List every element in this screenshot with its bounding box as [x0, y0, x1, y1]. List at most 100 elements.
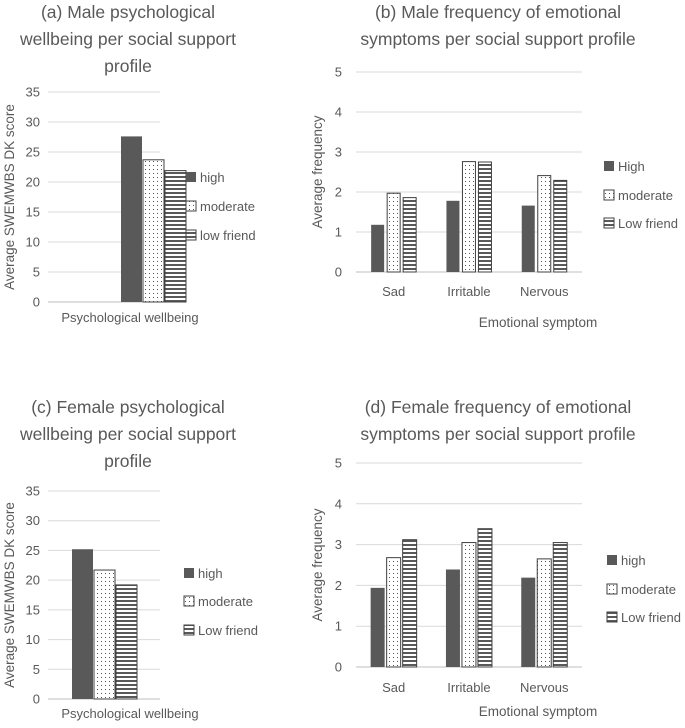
chart-title-line: profile: [104, 451, 152, 471]
y-tick-label: 10: [26, 632, 40, 647]
legend-label: Low friend: [198, 623, 258, 638]
y-tick-label: 0: [335, 660, 342, 675]
bar-moderate: [536, 558, 552, 668]
legend-swatch: [185, 200, 197, 212]
y-tick-label: 5: [33, 265, 40, 280]
y-tick-label: 20: [26, 175, 40, 190]
chart-title-line: profile: [104, 56, 152, 76]
y-tick-label: 10: [26, 235, 40, 250]
legend-label: moderate: [621, 582, 676, 597]
y-tick-label: 3: [335, 145, 342, 160]
legend-swatch: [184, 568, 194, 578]
legend-swatch: [183, 624, 195, 636]
legend-swatch: [186, 172, 196, 182]
y-tick-label: 35: [26, 85, 40, 100]
legend-swatch: [185, 229, 197, 241]
legend-label: moderate: [198, 594, 253, 609]
chart-title-line: wellbeing per social support: [19, 29, 236, 49]
bar-moderate: [386, 557, 402, 668]
bar-high: [521, 577, 536, 667]
bar-high: [72, 549, 93, 699]
y-tick-label: 35: [26, 484, 40, 499]
bar-low-friend: [402, 197, 417, 273]
legend-swatch: [604, 161, 614, 171]
bar-high: [370, 587, 385, 667]
legend-label: high: [200, 170, 225, 185]
y-tick-label: 5: [335, 65, 342, 80]
x-axis-label: Emotional symptom: [479, 704, 598, 719]
y-tick-label: 20: [26, 573, 40, 588]
y-tick-label: 30: [26, 115, 40, 130]
y-tick-label: 5: [33, 662, 40, 677]
bar-low-friend: [115, 584, 138, 700]
chart-panel-a: (a) Male psychological wellbeing per soci…: [2, 2, 256, 325]
bar-high: [521, 205, 535, 272]
bar-low-friend: [477, 528, 493, 668]
chart-title-line: symptoms per social support profile: [360, 424, 635, 444]
legend-swatch: [183, 595, 195, 607]
chart-title-line: (a) Male psychological: [41, 2, 215, 22]
category-label: Irritable: [447, 284, 490, 299]
bar-moderate: [386, 192, 401, 273]
bar-high: [121, 136, 142, 302]
y-axis-label: Average frequency: [310, 115, 325, 228]
bar-moderate: [461, 542, 477, 668]
legend-label: high: [198, 566, 223, 581]
legend-label: low friend: [200, 228, 256, 243]
y-axis-label: Average frequency: [310, 508, 325, 621]
category-label: Psychological wellbeing: [61, 706, 198, 721]
x-axis-label: Emotional symptom: [479, 315, 598, 330]
y-tick-label: 25: [26, 543, 40, 558]
chart-title-line: wellbeing per social support: [19, 424, 236, 444]
bar-low-friend: [477, 161, 492, 273]
legend-swatch: [606, 583, 618, 595]
chart-title-line: (c) Female psychological: [31, 397, 225, 417]
y-tick-label: 0: [33, 692, 40, 707]
y-tick-label: 25: [26, 145, 40, 160]
bar-high: [445, 569, 460, 667]
legend-swatch: [607, 555, 617, 565]
legend-label: Low friend: [618, 216, 678, 231]
chart-panel-b: (b) Male frequency of emotional symptoms …: [310, 2, 678, 330]
y-axis-label: Average SWEMWBS DK score: [2, 104, 17, 290]
y-tick-label: 5: [335, 456, 342, 471]
category-label: Nervous: [520, 680, 569, 695]
legend-swatch: [603, 189, 615, 201]
y-tick-label: 30: [26, 513, 40, 528]
y-axis-label: Average SWEMWBS DK score: [2, 502, 17, 688]
bar-moderate: [537, 175, 552, 273]
y-tick-label: 1: [335, 619, 342, 634]
chart-title-line: (b) Male frequency of emotional: [375, 2, 621, 22]
chart-title-line: symptoms per social support profile: [360, 29, 635, 49]
legend-label: high: [621, 553, 646, 568]
chart-panel-c: (c) Female psychological wellbeing per so…: [2, 397, 258, 721]
legend-label: moderate: [618, 188, 673, 203]
bar-high: [446, 200, 460, 272]
bar-moderate: [461, 161, 476, 273]
bar-low-friend: [552, 542, 568, 668]
legend-swatch: [603, 217, 615, 229]
category-label: Sad: [382, 680, 405, 695]
y-tick-label: 3: [335, 537, 342, 552]
y-tick-label: 4: [335, 496, 342, 511]
bar-moderate: [93, 569, 116, 700]
y-tick-label: 15: [26, 602, 40, 617]
category-label: Sad: [382, 284, 405, 299]
bar-low-friend: [164, 170, 187, 303]
category-label: Psychological wellbeing: [61, 310, 198, 325]
category-label: Nervous: [520, 284, 569, 299]
y-tick-label: 1: [335, 225, 342, 240]
bar-low-friend: [553, 179, 568, 273]
bar-moderate: [142, 159, 165, 303]
y-tick-label: 2: [335, 185, 342, 200]
y-tick-label: 0: [33, 295, 40, 310]
bar-low-friend: [402, 539, 418, 668]
y-tick-label: 0: [335, 265, 342, 280]
y-tick-label: 15: [26, 205, 40, 220]
legend-label: Low friend: [621, 610, 681, 625]
legend-label: moderate: [200, 199, 255, 214]
legend-label: High: [618, 159, 645, 174]
y-tick-label: 4: [335, 105, 342, 120]
category-label: Irritable: [447, 680, 490, 695]
